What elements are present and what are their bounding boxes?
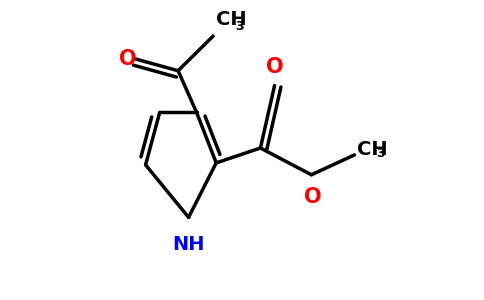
Text: CH: CH (216, 10, 247, 28)
Text: CH: CH (357, 140, 388, 158)
Text: 3: 3 (235, 20, 243, 33)
Text: O: O (304, 187, 322, 207)
Text: O: O (119, 49, 136, 69)
Text: NH: NH (172, 235, 205, 254)
Text: 3: 3 (376, 147, 385, 160)
Text: O: O (266, 57, 283, 77)
